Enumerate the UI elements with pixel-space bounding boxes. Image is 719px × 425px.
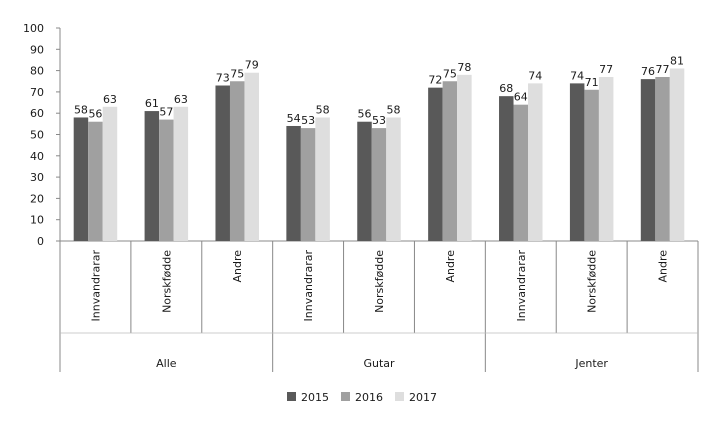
legend-label: 2015 [301,391,329,404]
data-label: 56 [358,108,372,121]
bar [669,68,685,241]
bar [640,79,656,242]
category-label: Andre [657,250,670,283]
data-label: 79 [245,59,259,72]
category-label: Innvandrarar [515,250,528,322]
bar [73,117,89,241]
data-label: 58 [316,103,330,116]
category-label: Andre [231,250,244,283]
bar [286,125,301,241]
y-tick-label: 20 [30,192,44,205]
data-label: 71 [585,76,599,89]
data-label: 75 [443,67,457,80]
data-label: 53 [372,114,386,127]
category-label: Norskfødde [586,250,599,313]
bar [371,128,387,241]
data-label: 77 [599,63,613,76]
y-tick-label: 0 [37,235,44,248]
group-label: Jenter [574,357,608,370]
bar [513,104,529,242]
data-label: 77 [656,63,670,76]
data-label: 76 [641,65,655,78]
data-label: 63 [174,93,188,106]
data-label: 54 [287,112,301,125]
bar [386,117,401,241]
bar [528,83,543,241]
category-label: Innvandrarar [302,250,315,322]
y-tick-label: 50 [30,129,44,142]
bar [569,83,585,241]
bar [215,85,230,241]
bar [457,74,472,241]
bar [159,119,174,241]
bar [442,81,458,241]
bar [584,89,599,242]
data-label: 78 [457,61,471,74]
legend-label: 2017 [409,391,437,404]
y-tick-label: 100 [23,22,44,35]
data-label: 75 [230,67,244,80]
y-tick-label: 40 [30,150,44,163]
bar [598,76,614,242]
legend-swatch [341,392,350,401]
bar [102,106,118,241]
group-label: Alle [156,357,177,370]
data-label: 56 [88,108,102,121]
bar [428,87,443,241]
bar [244,72,259,241]
y-tick-label: 30 [30,171,44,184]
y-tick-label: 70 [30,86,44,99]
data-label: 61 [145,97,159,110]
bar [315,117,330,241]
data-label: 73 [216,72,230,85]
bar [300,128,316,241]
group-label: Gutar [363,357,395,370]
data-label: 68 [499,82,513,95]
y-tick-label: 10 [30,214,44,227]
bar [229,81,245,241]
category-label: Norskfødde [373,250,386,313]
category-label: Innvandrarar [89,250,102,322]
bar [173,106,189,241]
bar [357,121,372,241]
data-label: 53 [301,114,315,127]
category-label: Norskfødde [160,250,173,313]
legend-swatch [287,392,296,401]
y-tick-label: 80 [30,65,44,78]
data-label: 64 [514,91,528,104]
data-label: 58 [74,103,88,116]
bar [144,111,160,241]
bar [88,121,103,241]
bar [499,96,514,241]
y-tick-label: 60 [30,107,44,120]
data-label: 57 [159,106,173,119]
data-label: 63 [103,93,117,106]
category-label: Andre [444,250,457,283]
data-label: 81 [670,54,684,67]
data-label: 74 [528,69,542,82]
data-label: 72 [428,74,442,87]
legend-label: 2016 [355,391,383,404]
bar [655,76,670,242]
data-label: 58 [387,103,401,116]
y-tick-label: 90 [30,43,44,56]
data-label: 74 [570,69,584,82]
legend-swatch [395,392,404,401]
